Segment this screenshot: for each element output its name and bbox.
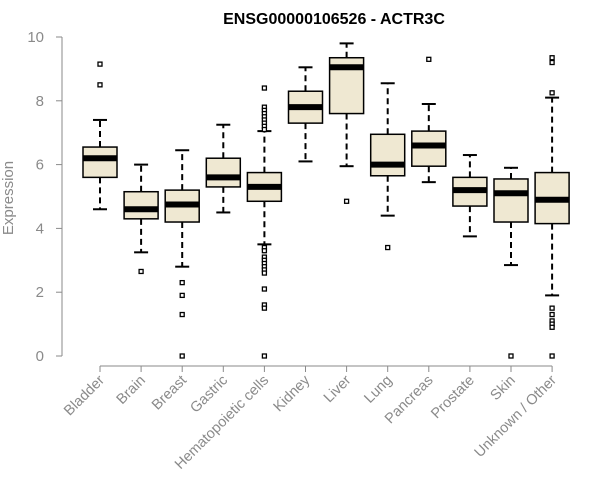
outlier-point xyxy=(179,279,185,286)
x-tick-label: Liver xyxy=(321,372,355,406)
box-bladder xyxy=(82,61,118,211)
iqr-box xyxy=(123,190,159,220)
outlier-point xyxy=(179,292,185,299)
box-liver xyxy=(328,42,365,204)
box-pancreas xyxy=(411,56,447,184)
y-tick-label: 8 xyxy=(36,93,44,110)
outlier-point xyxy=(385,244,391,251)
outlier-point xyxy=(426,56,432,62)
outlier-point xyxy=(343,198,350,204)
iqr-box xyxy=(411,130,447,167)
box-breast xyxy=(164,149,200,359)
outlier-point xyxy=(261,85,268,91)
iqr-box xyxy=(493,178,529,223)
outlier-point xyxy=(261,126,268,133)
y-tick-label: 10 xyxy=(27,29,44,46)
x-tick-label: Kidney xyxy=(271,372,314,415)
outlier-point xyxy=(261,248,268,254)
y-axis: 0 2 4 6 8 10 xyxy=(27,29,63,365)
x-tick-label: Brain xyxy=(114,373,149,408)
outlier-point xyxy=(261,286,268,292)
chart-title: ENSG00000106526 - ACTR3C xyxy=(223,11,445,28)
outlier-point xyxy=(549,311,555,318)
box-unknown-other xyxy=(534,55,570,359)
outlier-point xyxy=(179,353,185,359)
y-tick-label: 0 xyxy=(36,348,44,365)
iqr-box xyxy=(205,157,242,188)
box-prostate xyxy=(452,154,488,238)
box-hematopoietic-cells xyxy=(246,85,283,359)
x-tick-label: Bladder xyxy=(61,372,108,419)
outlier-point xyxy=(179,311,185,318)
x-tick-label: Lung xyxy=(361,373,395,407)
box-gastric xyxy=(205,123,242,214)
box-lung xyxy=(369,82,406,251)
outlier-point xyxy=(549,353,555,359)
outlier-point xyxy=(549,324,555,330)
outlier-point xyxy=(138,268,144,275)
outlier-point xyxy=(97,61,103,67)
y-axis-label: Expression xyxy=(0,161,17,235)
outlier-point xyxy=(549,305,555,311)
outlier-point xyxy=(261,270,268,276)
outlier-point xyxy=(549,55,555,61)
box-brain xyxy=(123,163,159,275)
outlier-point xyxy=(508,353,514,359)
box-kidney xyxy=(287,66,324,163)
outlier-point xyxy=(261,353,268,359)
box-skin xyxy=(493,166,529,359)
outlier-point xyxy=(549,59,555,66)
outlier-point xyxy=(549,90,555,96)
y-tick-label: 2 xyxy=(36,284,44,301)
iqr-box xyxy=(369,133,406,177)
x-tick-label: Prostate xyxy=(428,373,477,422)
y-tick-label: 4 xyxy=(36,220,44,237)
iqr-box xyxy=(82,146,118,179)
y-tick-label: 6 xyxy=(36,157,44,174)
outlier-point xyxy=(97,82,103,88)
x-tick-label: Breast xyxy=(149,373,190,414)
x-tick-label: Skin xyxy=(488,373,519,404)
outlier-point xyxy=(261,305,268,311)
box-series xyxy=(82,42,570,359)
